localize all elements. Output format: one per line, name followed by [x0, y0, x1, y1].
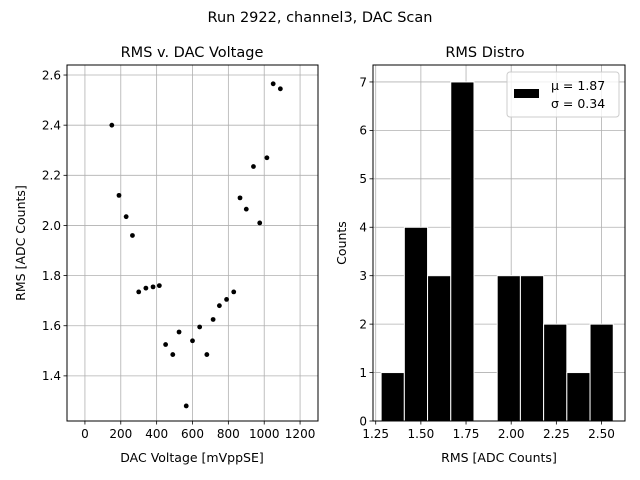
scatter-point — [183, 403, 189, 409]
scatter-point — [123, 214, 129, 220]
histogram-bar — [543, 323, 568, 422]
y-tick-label: 1.6 — [42, 319, 61, 333]
scatter-point — [136, 289, 142, 295]
y-tick-label: 6 — [359, 124, 367, 138]
y-tick-label: 1.8 — [42, 269, 61, 283]
y-tick-label: 4 — [359, 221, 367, 235]
scatter-x-ticks: 0 200 400 600 800 1000 1200 — [81, 421, 315, 441]
histogram-legend: μ = 1.87 σ = 0.34 — [506, 71, 620, 118]
histogram-xlabel: RMS [ADC Counts] — [441, 450, 557, 465]
legend-swatch — [514, 89, 539, 98]
y-tick-label: 7 — [359, 75, 367, 89]
y-tick-label: 2.6 — [42, 68, 61, 82]
scatter-plot: RMS v. DAC Voltage 0 200 400 600 800 1000 1200… — [13, 45, 319, 465]
scatter-point — [237, 195, 243, 201]
scatter-point — [210, 317, 216, 322]
scatter-point — [143, 285, 149, 291]
histogram-bar — [403, 226, 429, 422]
histogram-bar — [566, 372, 591, 422]
y-tick-label: 3 — [359, 269, 367, 283]
histogram-bar — [427, 275, 452, 422]
y-tick-label: 2 — [359, 317, 367, 331]
legend-mu: μ = 1.87 — [551, 78, 605, 93]
histogram-x-ticks: 1.25 1.50 1.75 2.00 2.25 2.50 — [362, 421, 615, 441]
scatter-y-ticks: 1.4 1.6 1.8 2.0 2.2 2.4 2.6 — [42, 68, 67, 383]
scatter-point — [150, 284, 156, 290]
scatter-point — [163, 342, 169, 347]
scatter-point — [270, 81, 276, 87]
x-tick-label: 2.25 — [543, 427, 570, 441]
scatter-point — [204, 352, 210, 357]
x-tick-label: 1.50 — [408, 427, 435, 441]
histogram-bar — [380, 372, 405, 422]
scatter-title: RMS v. DAC Voltage — [121, 45, 264, 61]
y-tick-label: 5 — [359, 172, 367, 186]
scatter-point — [243, 206, 249, 212]
histogram-ylabel: Counts — [334, 221, 349, 265]
histogram-bar — [589, 323, 614, 422]
histogram-title: RMS Distro — [445, 45, 524, 61]
x-tick-label: 1.25 — [362, 427, 389, 441]
histogram-axes-frame — [372, 64, 626, 422]
histogram-bar — [519, 275, 545, 422]
x-tick-label: 200 — [109, 427, 132, 441]
y-tick-label: 2.4 — [42, 118, 61, 132]
histogram-plot: RMS Distro 1.25 1.50 1.75 2.00 2.25 2.50 0 1 2 3… — [334, 45, 626, 465]
scatter-point — [190, 338, 195, 344]
scatter-point — [257, 220, 263, 226]
x-tick-label: 1000 — [249, 427, 280, 441]
histogram-bar — [450, 81, 475, 422]
x-tick-label: 800 — [217, 427, 240, 441]
scatter-point — [176, 329, 182, 335]
scatter-point — [251, 164, 256, 169]
scatter-point — [116, 192, 122, 198]
y-tick-label: 2.0 — [42, 219, 61, 233]
x-tick-label: 600 — [181, 427, 204, 441]
scatter-point — [170, 352, 176, 357]
scatter-point — [130, 233, 135, 238]
scatter-point — [197, 324, 203, 330]
x-tick-label: 2.00 — [498, 427, 525, 441]
scatter-point — [231, 289, 237, 295]
y-tick-label: 1 — [359, 366, 367, 380]
y-tick-label: 0 — [359, 414, 367, 428]
y-tick-label: 2.2 — [42, 169, 61, 183]
x-tick-label: 1.75 — [453, 427, 480, 441]
scatter-point — [109, 122, 115, 128]
histogram-bar — [496, 275, 521, 422]
legend-sigma: σ = 0.34 — [551, 96, 605, 111]
x-tick-label: 400 — [145, 427, 168, 441]
scatter-point — [216, 303, 222, 309]
scatter-points — [109, 81, 283, 409]
scatter-xlabel: DAC Voltage [mVppSE] — [120, 450, 263, 465]
scatter-point — [264, 155, 270, 161]
histogram-y-ticks: 0 1 2 3 4 5 6 7 — [359, 75, 373, 428]
legend-box — [506, 71, 620, 118]
x-tick-label: 2.50 — [588, 427, 615, 441]
scatter-point — [224, 297, 229, 302]
figure-title: Run 2922, channel3, DAC Scan — [208, 10, 433, 26]
histogram-bars — [380, 81, 614, 422]
scatter-ylabel: RMS [ADC Counts] — [13, 185, 28, 301]
x-tick-label: 1200 — [285, 427, 316, 441]
scatter-grid — [67, 65, 318, 421]
x-tick-label: 0 — [81, 427, 89, 441]
scatter-point — [277, 86, 283, 92]
y-tick-label: 1.4 — [42, 369, 61, 383]
scatter-point — [156, 283, 162, 289]
